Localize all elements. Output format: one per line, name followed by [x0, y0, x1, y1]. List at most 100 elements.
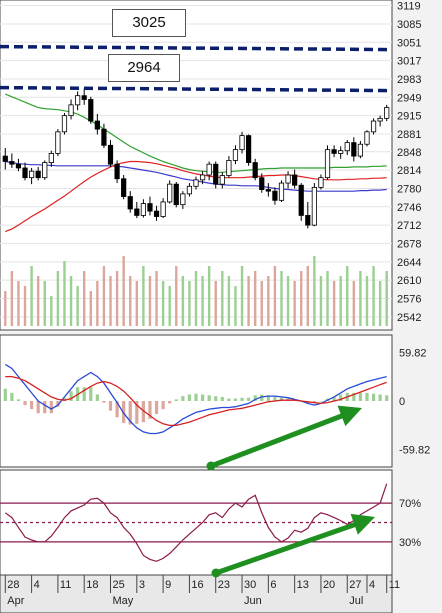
- macd-histogram-bar: [227, 398, 231, 401]
- month-label: Jun: [244, 595, 262, 607]
- macd-histogram-bar: [187, 394, 192, 401]
- volume-bar: [96, 281, 99, 326]
- volume-bar: [129, 276, 132, 326]
- macd-histogram-bar: [279, 397, 284, 401]
- volume-bar: [50, 296, 53, 326]
- candle-body: [246, 135, 252, 163]
- resistance-lines: [0, 44, 393, 93]
- date-axis-area: [0, 574, 393, 613]
- date-tick-label: 20: [323, 579, 335, 591]
- date-tick-label: 25: [113, 579, 125, 591]
- month-labels: Apr May Jun Jul: [7, 595, 363, 607]
- volume-bar: [326, 271, 329, 326]
- candle-body: [147, 203, 153, 212]
- macd-histogram-bar: [36, 401, 40, 414]
- candle-body: [48, 153, 54, 163]
- volume-bar: [36, 276, 40, 326]
- macd-histogram-bar: [174, 399, 178, 401]
- price-tick-label: 2848: [397, 147, 421, 159]
- volume-bar: [69, 276, 73, 326]
- volume-bar: [214, 281, 217, 326]
- candle-body: [2, 155, 8, 162]
- volume-bar: [181, 276, 185, 326]
- volume-bar: [161, 281, 165, 326]
- volume-bar: [365, 276, 369, 326]
- candle-body: [35, 170, 41, 179]
- macd-tick-label: 59.82: [399, 347, 427, 359]
- price-tick-label: 3119: [397, 1, 421, 13]
- price-axis-labels: 3119 3085 3051 3017 2983 2949 2915 2881 2848 2814…: [397, 1, 421, 324]
- macd-histogram-bar: [23, 401, 27, 406]
- price-tick-label: 3051: [397, 37, 421, 49]
- volume-bar: [352, 281, 356, 326]
- macd-histogram-bar: [247, 397, 251, 401]
- volume-bar: [221, 271, 224, 326]
- macd-tick-label: 0: [399, 396, 405, 408]
- candle-body: [318, 177, 324, 188]
- macd-histogram-bar: [168, 401, 172, 404]
- candle-body: [55, 131, 61, 154]
- volume-bar: [155, 271, 158, 326]
- volume-bar: [293, 281, 296, 326]
- candle-body: [272, 190, 278, 201]
- macd-histogram-bar: [115, 401, 119, 418]
- oscillator-guides: [0, 502, 392, 543]
- macd-histogram-bar: [62, 397, 67, 401]
- volume-bar: [300, 271, 303, 326]
- candle-body: [9, 161, 15, 165]
- volume-bar: [240, 266, 244, 326]
- candle-body: [114, 163, 120, 180]
- candle-body: [344, 142, 350, 152]
- oscillator-value-line: [4, 483, 388, 562]
- macd-histogram-bar: [108, 401, 113, 411]
- resistance-line: [0, 85, 393, 93]
- macd-histogram-bar: [352, 392, 356, 401]
- date-tick-label: 3: [139, 579, 145, 591]
- candle-body: [226, 160, 232, 176]
- volume-bar: [30, 266, 33, 326]
- price-tick-label: 2814: [397, 165, 421, 177]
- oscillator-plot-area: [0, 469, 393, 576]
- candle-body: [384, 107, 390, 119]
- volume-bar: [385, 271, 388, 326]
- candle-body: [42, 162, 48, 179]
- level-label-3025: 3025: [112, 9, 186, 37]
- candle-body: [239, 135, 245, 151]
- macd-lines: [4, 363, 387, 435]
- volume-bar: [168, 286, 171, 326]
- macd-histogram-bar: [253, 395, 257, 401]
- oscillator-trend-arrow-shaft: [213, 518, 368, 576]
- volume-bar: [332, 281, 336, 326]
- price-panel: 3119 3085 3051 3017 2983 2949 2915 2881 2848 2814…: [0, 0, 421, 331]
- price-tick-label: 2712: [397, 220, 421, 232]
- candle-body: [298, 184, 304, 216]
- macd-histogram-bar: [16, 399, 21, 401]
- price-tick-label: 2915: [397, 111, 421, 123]
- candle-body: [193, 179, 199, 187]
- candle-body: [186, 185, 193, 195]
- candle-body: [351, 142, 357, 157]
- macd-histogram-bar: [82, 387, 86, 401]
- price-tick-label: 2746: [397, 202, 421, 214]
- date-axis: 28 4 11 18 25 3 9 16 23 30 6 13 20 27 4 11 Apr May Jun Jul: [0, 574, 400, 613]
- price-tick-label: 3085: [397, 19, 421, 31]
- price-tick-label: 2542: [397, 312, 421, 324]
- candle-body: [252, 162, 258, 179]
- date-tick-label: 11: [389, 579, 400, 591]
- candle-body: [219, 175, 225, 185]
- volume-bar: [319, 276, 323, 326]
- month-label: May: [113, 595, 134, 607]
- macd-histogram-bar: [339, 394, 343, 401]
- candle-body: [94, 120, 100, 130]
- date-tick-label: 11: [60, 579, 71, 591]
- volume-bar: [188, 281, 191, 326]
- candle-body: [134, 208, 140, 216]
- candle-body: [61, 115, 68, 133]
- macd-signal-line: [5, 375, 387, 427]
- candle-body: [28, 170, 35, 179]
- candle-body: [377, 117, 383, 122]
- macd-histogram-bar: [3, 388, 7, 401]
- macd-trend-arrow-shaft: [208, 409, 355, 469]
- price-tick-label: 2610: [397, 275, 421, 287]
- macd-histogram-bar: [358, 392, 363, 401]
